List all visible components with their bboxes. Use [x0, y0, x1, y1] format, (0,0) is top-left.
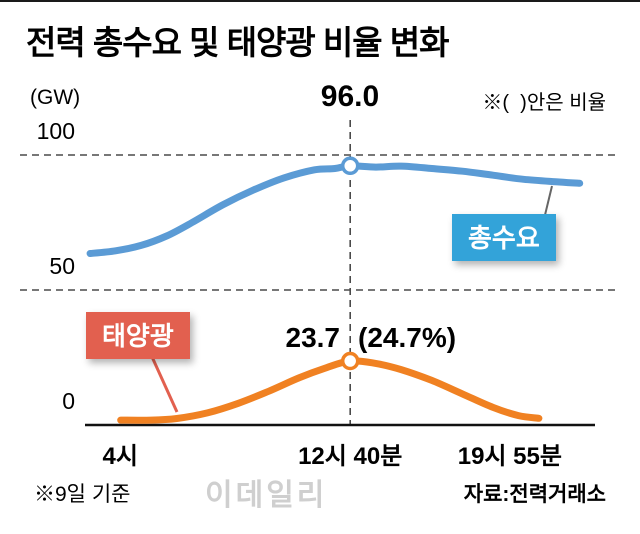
solar-peak-value: 23.7 [285, 322, 341, 353]
y-tick-100: 100 [36, 118, 75, 144]
y-tick-50: 50 [49, 253, 75, 279]
y-axis-unit-label: (GW) [30, 86, 81, 109]
page-title: 전력 총수요 및 태양광 비율 변화 [26, 24, 450, 61]
basis-note: ※9일 기준 [34, 483, 131, 506]
edaily-watermark: 이데일리 [205, 479, 328, 512]
top-border [0, 0, 640, 2]
series-badge-demand: 총수요 [452, 214, 556, 261]
source-credit: 자료:전력거래소 [463, 483, 606, 506]
demand-badge-connector [544, 185, 553, 216]
x-tick-1955: 19시 55분 [457, 443, 562, 470]
demand-peak-value: 96.0 [320, 80, 380, 113]
ratio-note: ※( )안은 비율 [482, 92, 606, 114]
x-tick-4h: 4시 [102, 443, 138, 470]
solar-peak-ratio: (24.7%) [358, 322, 457, 353]
series-badge-solar: 태양광 [86, 312, 190, 359]
y-tick-0: 0 [62, 388, 75, 414]
x-tick-1240: 12시 40분 [298, 443, 403, 470]
